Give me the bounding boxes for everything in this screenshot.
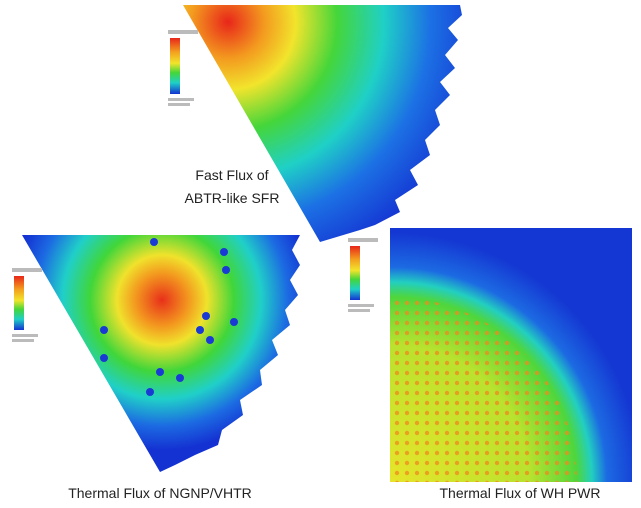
vhtr-flux-map: [22, 235, 300, 472]
caption: Thermal Flux of WH PWR: [439, 485, 600, 501]
caption: Thermal Flux of NGNP/VHTR: [68, 485, 252, 501]
pwr-legend: [348, 238, 378, 312]
sfr-legend: [168, 30, 198, 106]
caption: ABTR-like SFR: [185, 190, 280, 206]
sfr-flux-map: [183, 5, 462, 242]
caption: Fast Flux of: [195, 167, 268, 183]
vhtr-control-rods: [100, 238, 238, 396]
vhtr-legend: [12, 268, 42, 342]
